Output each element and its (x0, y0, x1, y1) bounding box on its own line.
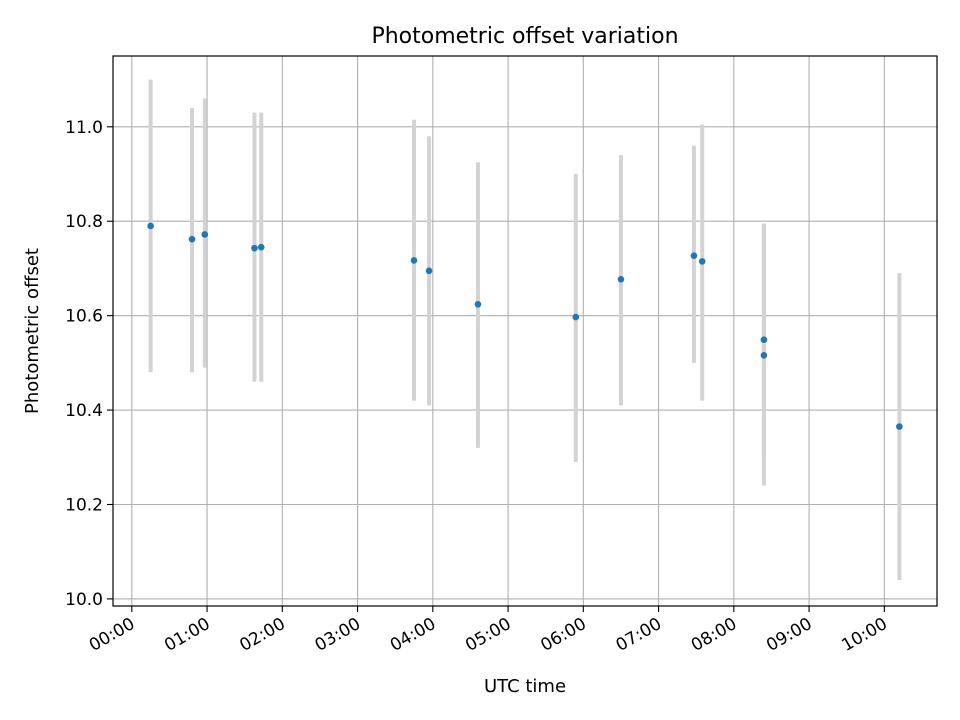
grid-lines (113, 56, 937, 606)
y-tick-label: 10.4 (65, 401, 103, 421)
data-point (760, 336, 768, 344)
x-tick-label: 04:00 (387, 614, 439, 656)
x-tick-label: 02:00 (236, 614, 288, 656)
x-axis-ticks: 00:00 01:00 02:00 03:00 04:00 05:00 06:00 07:00… (86, 606, 891, 656)
x-tick-label: 10:00 (838, 614, 890, 656)
data-point (617, 276, 625, 283)
data-points (147, 222, 903, 430)
x-axis-label: UTC time (484, 676, 566, 697)
x-tick-label: 06:00 (537, 614, 589, 656)
data-point (410, 257, 418, 264)
x-tick-label: 00:00 (86, 614, 138, 656)
data-point (257, 243, 265, 251)
y-tick-label: 11.0 (65, 118, 103, 138)
x-tick-label: 01:00 (161, 614, 213, 656)
data-point (690, 252, 698, 259)
plot-frame (112, 55, 938, 607)
x-tick-label: 07:00 (613, 614, 665, 656)
data-point (896, 423, 903, 430)
x-tick-label: 03:00 (312, 614, 364, 656)
y-tick-label: 10.8 (65, 212, 103, 232)
data-point (474, 301, 482, 308)
data-point (572, 313, 580, 321)
data-point (760, 352, 768, 359)
data-point (425, 267, 433, 275)
y-axis-label: Photometric offset (22, 248, 43, 414)
x-tick-label: 08:00 (688, 614, 740, 656)
y-tick-label: 10.2 (65, 495, 103, 515)
y-tick-label: 10.6 (65, 307, 103, 327)
x-tick-label: 09:00 (763, 614, 815, 656)
chart-title: Photometric offset variation (371, 24, 678, 49)
y-tick-label: 10.0 (65, 590, 103, 610)
data-point (201, 231, 209, 238)
data-point (147, 222, 154, 230)
data-point (188, 235, 196, 243)
y-axis-ticks: 10.0 10.2 10.4 10.6 10.8 11.0 (65, 118, 113, 610)
x-tick-label: 05:00 (462, 614, 514, 656)
data-point (698, 258, 706, 265)
data-point (251, 244, 258, 252)
